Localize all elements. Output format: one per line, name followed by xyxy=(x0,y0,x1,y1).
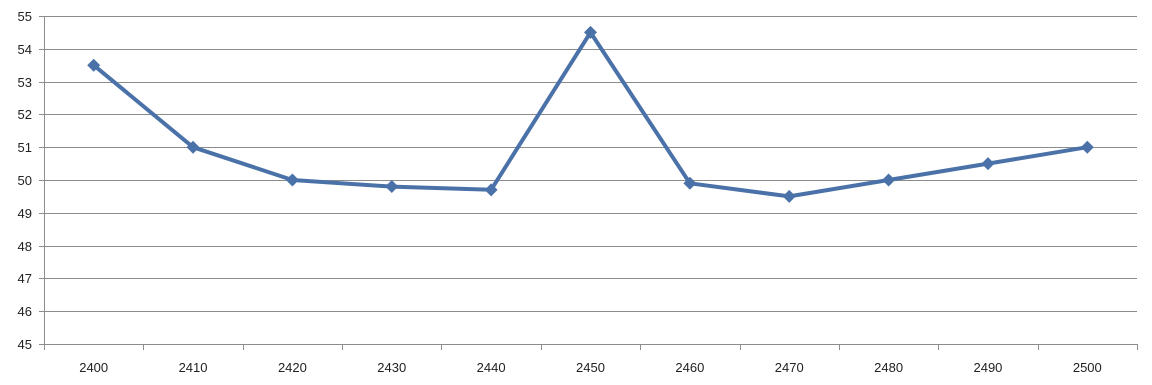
data-point-marker xyxy=(1080,140,1094,154)
series xyxy=(87,25,1094,203)
data-point-marker xyxy=(683,176,697,190)
x-tick-label: 2480 xyxy=(874,360,903,375)
x-tick-label: 2450 xyxy=(576,360,605,375)
x-tick-label: 2490 xyxy=(973,360,1002,375)
y-tick-label: 50 xyxy=(18,173,32,188)
axes xyxy=(39,16,1138,350)
data-point-marker xyxy=(782,189,796,203)
y-tick-label: 52 xyxy=(18,107,32,122)
data-point-marker xyxy=(186,140,200,154)
y-tick-label: 47 xyxy=(18,271,32,286)
data-point-marker xyxy=(981,157,995,171)
y-tick-label: 53 xyxy=(18,75,32,90)
y-tick-label: 54 xyxy=(18,42,32,57)
y-tick-label: 46 xyxy=(18,304,32,319)
y-tick-label: 49 xyxy=(18,206,32,221)
y-tick-label: 55 xyxy=(18,9,32,24)
y-tick-label: 45 xyxy=(18,337,32,352)
data-point-marker xyxy=(584,25,597,39)
x-tick-label: 2420 xyxy=(278,360,307,375)
tick-labels: 45 46 47 48 49 50 51 52 53 54 55 2400 2410 2420 2430 24… xyxy=(18,9,1102,375)
data-point-marker xyxy=(385,180,399,194)
x-tick-label: 2500 xyxy=(1073,360,1102,375)
x-tick-label: 2460 xyxy=(675,360,704,375)
data-point-marker xyxy=(285,173,299,187)
y-tick-label: 51 xyxy=(18,140,32,155)
x-tick-label: 2430 xyxy=(377,360,406,375)
x-tick-label: 2470 xyxy=(775,360,804,375)
x-tick-label: 2410 xyxy=(179,360,208,375)
data-point-marker xyxy=(882,173,896,187)
data-point-marker xyxy=(484,183,498,197)
gridlines xyxy=(44,16,1137,312)
data-point-marker xyxy=(87,58,101,72)
x-tick-label: 2400 xyxy=(79,360,108,375)
y-tick-label: 48 xyxy=(18,239,32,254)
x-tick-label: 2440 xyxy=(477,360,506,375)
